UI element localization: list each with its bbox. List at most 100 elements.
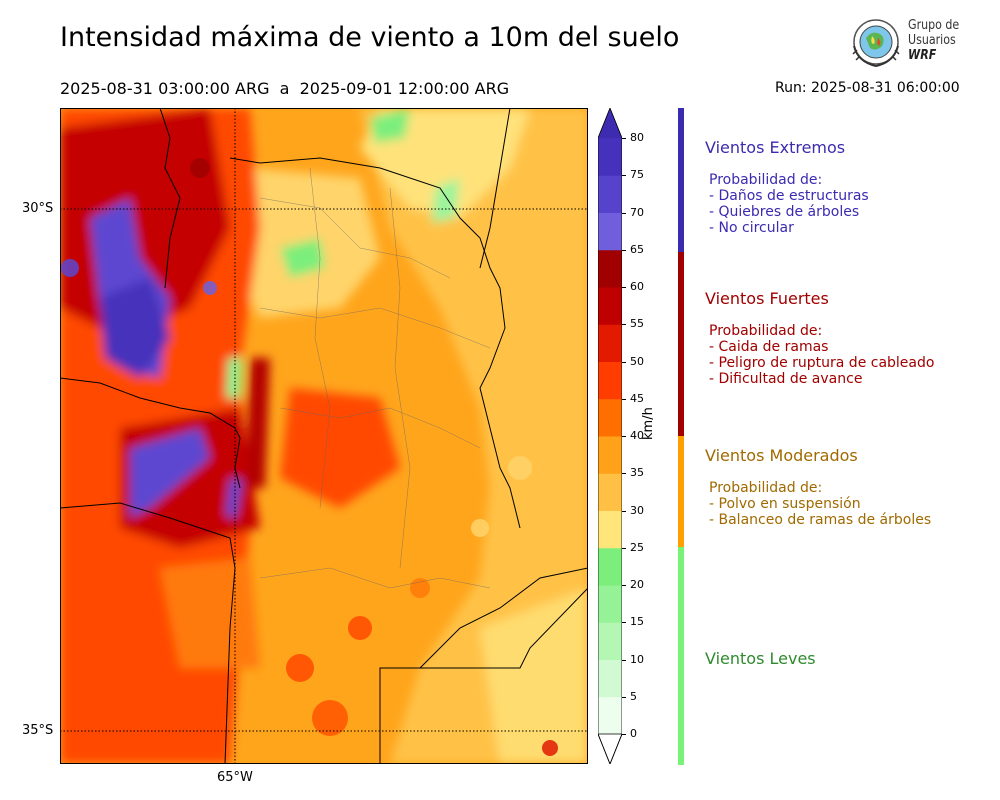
zone-red-mid bbox=[280, 388, 400, 508]
zone-light-east bbox=[360, 108, 588, 764]
category-description-line: - Quiebres de árboles bbox=[709, 204, 860, 220]
colorbar-tick-label: 70 bbox=[630, 205, 644, 219]
chart-title: Intensidad máxima de viento a 10m del su… bbox=[60, 22, 680, 53]
colorbar-tick-mark bbox=[622, 510, 626, 512]
category-description-line: - Peligro de ruptura de cableado bbox=[709, 355, 935, 371]
colorbar-segment bbox=[598, 510, 622, 549]
colorbar-tick-label: 65 bbox=[630, 242, 644, 256]
colorbar-segment bbox=[598, 175, 622, 213]
category-description-line: - Daños de estructuras bbox=[709, 188, 869, 204]
lat-label-30s: 30°S bbox=[22, 201, 54, 216]
colorbar-segment bbox=[598, 212, 622, 251]
colorbar-tick-label: 5 bbox=[630, 689, 637, 703]
colorbar-tick-mark bbox=[622, 734, 626, 735]
lon-label-65w: 65°W bbox=[217, 770, 253, 785]
zone-green-strip bbox=[226, 358, 242, 398]
colorbar-tick-mark bbox=[622, 398, 626, 400]
zone-yellow-se bbox=[480, 588, 588, 764]
colorbar-over-triangle bbox=[598, 108, 622, 138]
category-description-line: Probabilidad de: bbox=[709, 323, 823, 339]
category-description: Probabilidad de: - Daños de estructuras - … bbox=[709, 172, 869, 236]
zone-green-center bbox=[280, 238, 325, 278]
forecast-period: 2025-08-31 03:00:00 ARG a 2025-09-01 12:… bbox=[60, 79, 510, 98]
colorbar-tick-label: 75 bbox=[630, 168, 644, 182]
colorbar-tick-mark bbox=[622, 696, 626, 698]
wind-map bbox=[60, 108, 588, 764]
category-description-line: Probabilidad de: bbox=[709, 480, 823, 496]
colorbar-tick-label: 55 bbox=[630, 317, 644, 331]
category-title: Vientos Leves bbox=[705, 649, 816, 668]
category-description: Probabilidad de: - Polvo en suspensión - B… bbox=[709, 480, 931, 528]
colorbar-segment bbox=[598, 249, 622, 288]
colorbar-segment bbox=[598, 622, 622, 660]
logo: Grupo de Usuarios WRF bbox=[848, 16, 968, 72]
colorbar-segment bbox=[598, 547, 622, 586]
category-title: Vientos Fuertes bbox=[705, 289, 829, 308]
colorbar-tick-label: 25 bbox=[630, 540, 644, 554]
colorbar-tick-mark bbox=[622, 249, 626, 251]
colorbar-units: km/h bbox=[641, 407, 656, 440]
colorbar-tick-label: 80 bbox=[630, 131, 644, 144]
zone-purple-streak bbox=[226, 478, 242, 518]
colorbar-tick-mark bbox=[622, 436, 626, 437]
category-title: Vientos Moderados bbox=[705, 446, 858, 465]
political-borders bbox=[60, 108, 588, 764]
colorbar-tick-mark bbox=[622, 324, 626, 326]
colorbar-tick-label: 45 bbox=[630, 391, 644, 405]
colorbar-tick-label: 35 bbox=[630, 466, 644, 480]
category-description-line: - Balanceo de ramas de árboles bbox=[709, 512, 932, 528]
colorbar-segment bbox=[598, 361, 622, 400]
category-description-line: - Dificultad de avance bbox=[709, 371, 863, 387]
colorbar-segment bbox=[598, 659, 622, 698]
colorbar-tick-mark bbox=[622, 287, 626, 288]
zone-purple-core bbox=[100, 278, 170, 378]
category-bar bbox=[678, 252, 684, 436]
category-description-line: - Polvo en suspensión bbox=[709, 496, 861, 512]
colorbar-tick-mark bbox=[622, 175, 626, 177]
zone-darkred-ridge bbox=[245, 358, 270, 488]
zone-green-ne bbox=[370, 108, 410, 143]
colorbar-tick-label: 40 bbox=[630, 429, 644, 442]
colorbar-tick-mark bbox=[622, 361, 626, 363]
run-timestamp: Run: 2025-08-31 06:00:00 bbox=[775, 80, 960, 96]
colorbar-tick-label: 0 bbox=[630, 727, 637, 740]
colorbar-tick-mark bbox=[622, 212, 626, 214]
colorbar-tick-mark bbox=[622, 138, 626, 139]
colorbar-tick-mark bbox=[622, 473, 626, 475]
province-lines bbox=[259, 167, 491, 589]
colorbar-tick-mark bbox=[622, 659, 626, 661]
category-title: Vientos Extremos bbox=[705, 138, 846, 157]
colorbar-segment bbox=[598, 585, 622, 623]
colorbar-segment bbox=[598, 398, 622, 437]
logo-line-1: Grupo de bbox=[908, 18, 960, 33]
globe-icon bbox=[852, 19, 900, 68]
colorbar-tick-mark bbox=[622, 585, 626, 586]
category-description: Probabilidad de: - Caida de ramas - Peligr… bbox=[709, 323, 934, 387]
zone-purple-band bbox=[130, 428, 210, 518]
logo-text: Grupo de Usuarios WRF bbox=[908, 18, 959, 63]
category-bar bbox=[678, 108, 684, 252]
logo-line-3: WRF bbox=[908, 48, 937, 63]
colorbar-segment bbox=[598, 287, 622, 325]
colorbar-tick-label: 15 bbox=[630, 615, 644, 629]
graticule bbox=[60, 108, 588, 764]
colorbar-segment bbox=[598, 324, 622, 362]
colorbar-tick-label: 60 bbox=[630, 280, 644, 293]
colorbar-segment bbox=[598, 436, 622, 474]
colorbar-segment bbox=[598, 696, 622, 735]
colorbar-tick-label: 20 bbox=[630, 578, 644, 591]
colorbar-tick-label: 50 bbox=[630, 354, 644, 368]
category-bar bbox=[678, 436, 684, 547]
category-description-line: Probabilidad de: bbox=[709, 172, 823, 188]
category-description-line: - Caida de ramas bbox=[709, 339, 829, 355]
colorbar-tick-label: 10 bbox=[630, 652, 644, 666]
category-bar bbox=[678, 547, 684, 765]
zone-green-east bbox=[432, 178, 460, 223]
colorbar-tick-mark bbox=[622, 622, 626, 624]
colorbar bbox=[598, 108, 622, 764]
colorbar-tick-label: 30 bbox=[630, 503, 644, 517]
colorbar-under-triangle bbox=[598, 733, 622, 764]
category-description-line: - No circular bbox=[709, 220, 794, 236]
logo-line-2: Usuarios bbox=[908, 33, 956, 48]
colorbar-segment bbox=[598, 138, 622, 176]
